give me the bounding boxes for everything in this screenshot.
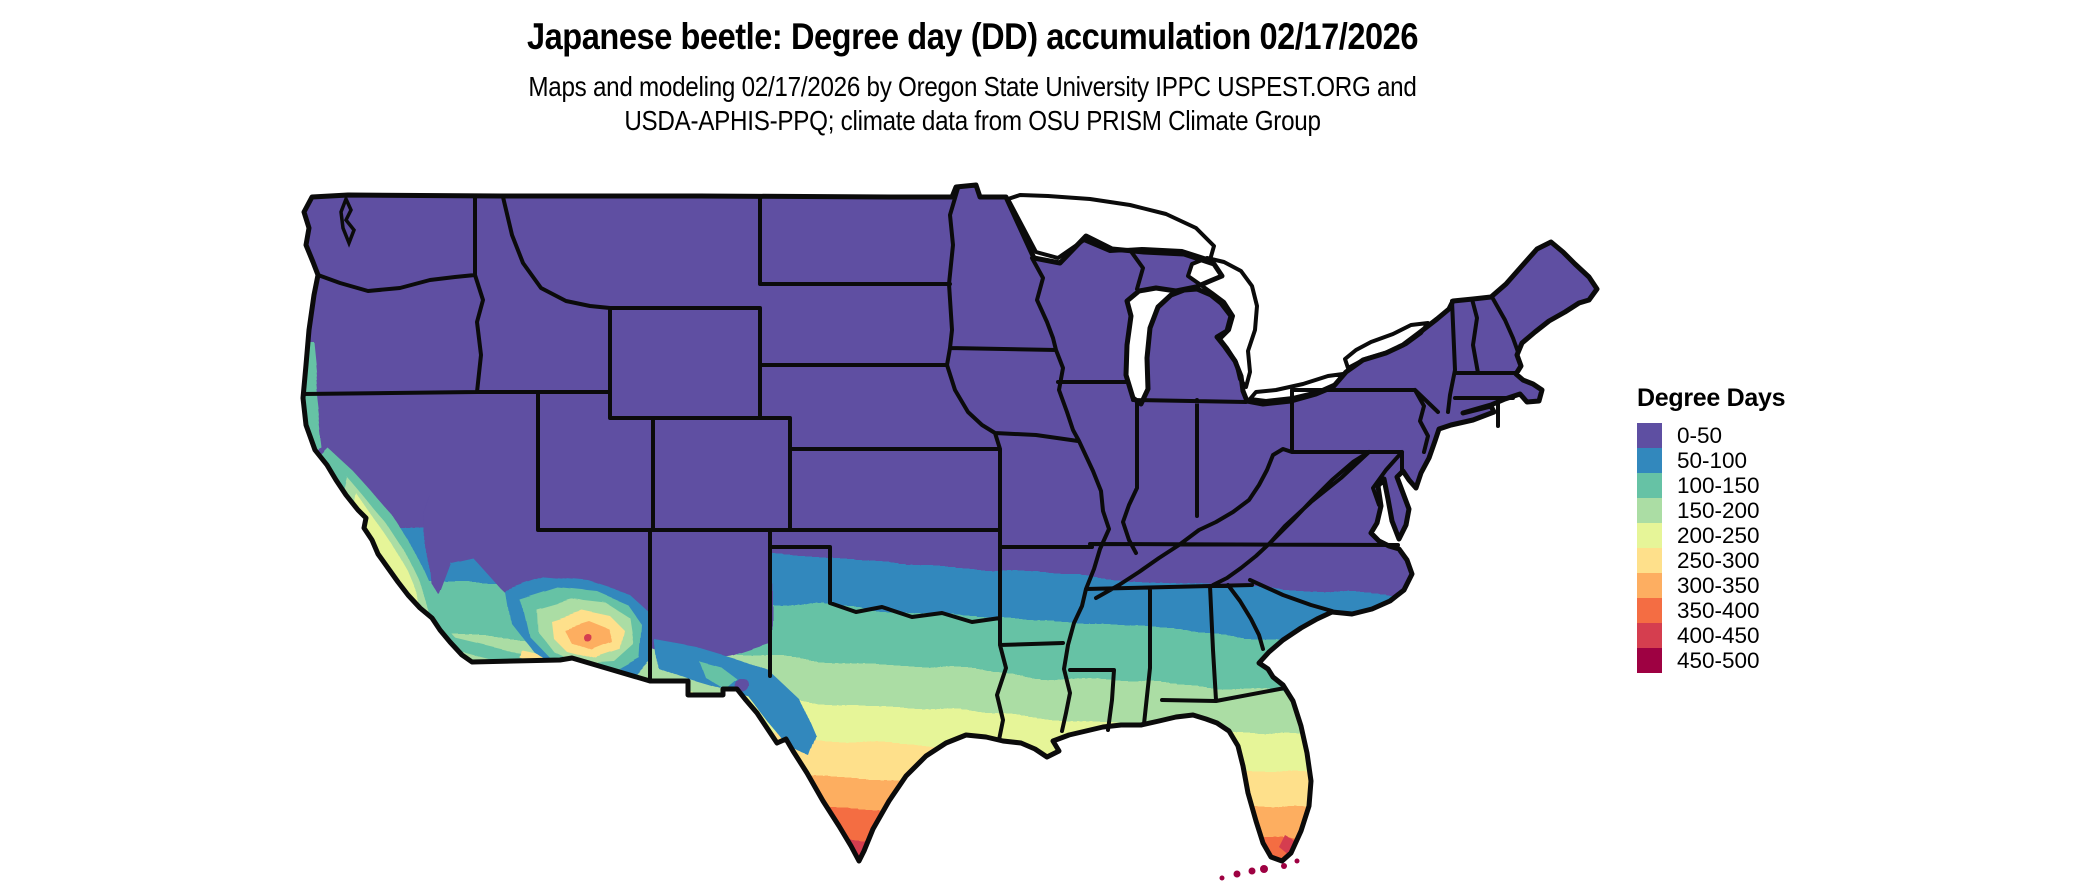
legend-color-swatch (1637, 648, 1662, 673)
florida-keys (1219, 858, 1300, 881)
degree-day-raster (303, 185, 1597, 861)
legend-item-label: 200-250 (1677, 522, 1760, 548)
high-plateau-purple-region (425, 498, 770, 662)
subtitle-line-1: Maps and modeling 02/17/2026 by Oregon S… (528, 71, 1417, 102)
legend-item: 0-50 (1637, 423, 1785, 448)
dd-gradient-field (303, 185, 1597, 861)
legend-item: 350-400 (1637, 598, 1785, 623)
legend-item-label: 100-150 (1677, 472, 1760, 498)
legend-color-swatch (1637, 498, 1662, 523)
state-borders (301, 186, 1520, 742)
socal-orange-spot (430, 634, 442, 646)
california-coast-teal-sliver (304, 340, 324, 455)
legend-item-label: 50-100 (1677, 447, 1748, 473)
legend-item: 400-450 (1637, 623, 1785, 648)
socal-orange-spot (446, 648, 454, 656)
legend-item-label: 150-200 (1677, 497, 1760, 523)
legend-color-swatch (1637, 473, 1662, 498)
keys-dot (1294, 858, 1300, 864)
legend-color-swatch (1637, 423, 1662, 448)
legend-title: Degree Days (1637, 384, 1786, 412)
legend-color-swatch (1637, 548, 1662, 573)
keys-dot (1233, 870, 1241, 878)
legend-item: 50-100 (1637, 448, 1785, 473)
legend-item: 200-250 (1637, 523, 1785, 548)
socal-red-spot (425, 629, 431, 635)
map-legend: Degree Days 0-50 50-100 100-150 150-200 … (1637, 384, 1785, 673)
keys-dot (1281, 863, 1287, 869)
legend-list: 0-50 50-100 100-150 150-200 200-250 250-… (1637, 423, 1785, 673)
socal-orange-spot (415, 617, 425, 627)
legend-item: 250-300 (1637, 548, 1785, 573)
legend-item-label: 350-400 (1677, 597, 1760, 623)
legend-color-swatch (1637, 623, 1662, 648)
legend-color-swatch (1637, 598, 1662, 623)
legend-item-label: 250-300 (1677, 547, 1760, 573)
legend-item: 150-200 (1637, 498, 1785, 523)
keys-dot (1248, 867, 1256, 875)
phoenix-red-spot (584, 634, 592, 642)
legend-item: 450-500 (1637, 648, 1785, 673)
subtitle-line-2: USDA-APHIS-PPQ; climate data from OSU PR… (624, 104, 1321, 136)
legend-color-swatch (1637, 523, 1662, 548)
legend-item: 300-350 (1637, 573, 1785, 598)
legend-color-swatch (1637, 573, 1662, 598)
southern-nm-west-texas-blue (655, 640, 815, 755)
keys-dot (1260, 865, 1268, 873)
legend-color-swatch (1637, 448, 1662, 473)
subtitle: Maps and modeling 02/17/2026 by Oregon S… (117, 70, 1829, 137)
page-title: Japanese beetle: Degree day (DD) accumul… (526, 16, 1419, 57)
keys-dot (1219, 875, 1225, 881)
puget-sound-inlet (339, 194, 356, 248)
legend-item-label: 400-450 (1677, 622, 1760, 648)
legend-item-label: 450-500 (1677, 647, 1760, 673)
rio-grande-teal-patch (700, 662, 740, 692)
legend-item: 100-150 (1637, 473, 1785, 498)
legend-item-label: 300-350 (1677, 572, 1760, 598)
legend-item-label: 0-50 (1677, 422, 1723, 448)
header: Japanese beetle: Degree day (DD) accumul… (117, 16, 1829, 137)
